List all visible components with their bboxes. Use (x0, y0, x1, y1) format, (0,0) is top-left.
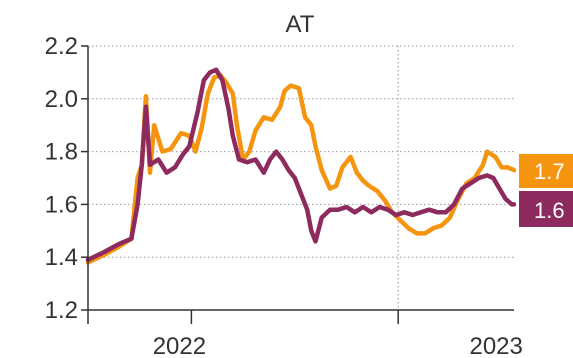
y-tick-label: 2.0 (45, 86, 78, 113)
end-label-box (519, 191, 573, 227)
y-tick-label: 1.8 (45, 139, 78, 166)
x-tick-label: 2022 (153, 333, 206, 358)
x-tick-label: 2023 (469, 333, 522, 358)
series-layer (85, 67, 517, 265)
grid (88, 45, 514, 310)
y-tick-label: 2.2 (45, 33, 78, 60)
series-line-purple (85, 67, 517, 263)
axes: 1.2 1.4 1.6 1.8 2.0 2.2 2022 2023 (45, 33, 523, 358)
end-label-text: 1.6 (534, 198, 565, 223)
y-tick-label: 1.2 (45, 297, 78, 324)
y-tick-label: 1.4 (45, 244, 78, 271)
chart-title: AT (286, 11, 315, 38)
end-label-box (519, 154, 573, 188)
end-labels: 1.7 1.6 (519, 154, 573, 227)
y-tick-label: 1.6 (45, 191, 78, 218)
end-label-text: 1.7 (534, 159, 565, 184)
series-line-orange (85, 72, 517, 265)
